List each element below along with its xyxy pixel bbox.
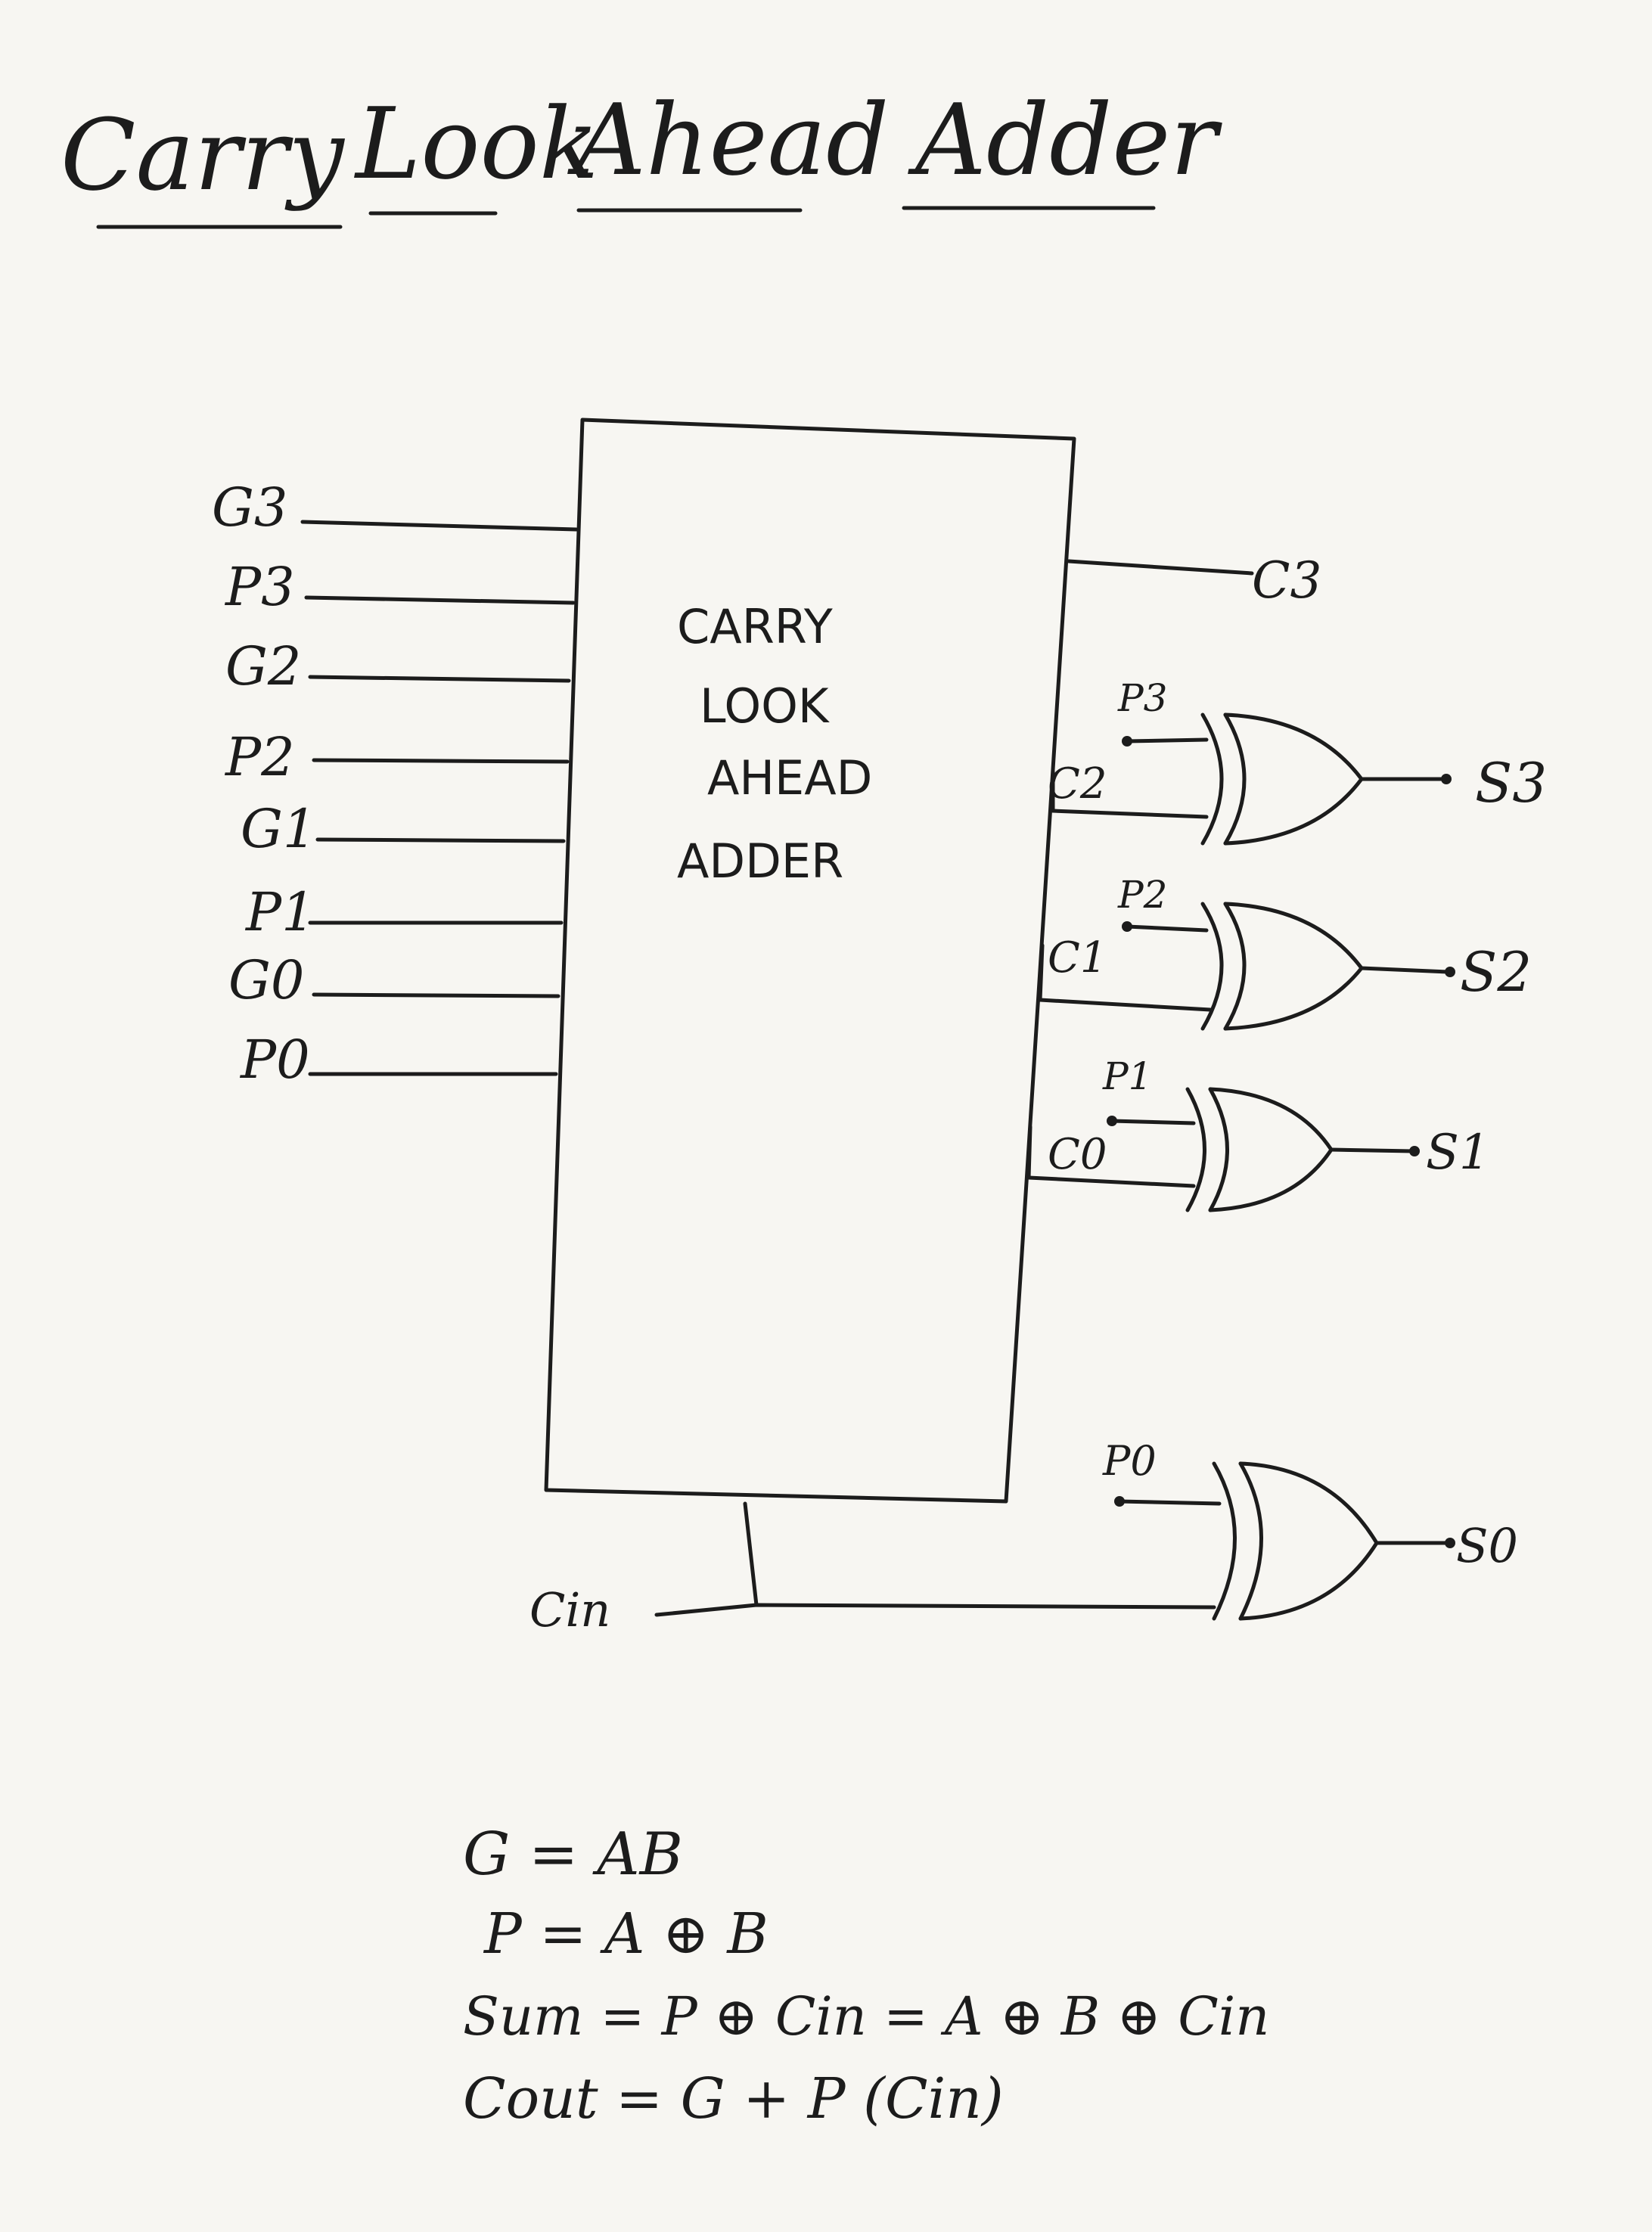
carry-look-ahead-block — [544, 418, 1076, 1504]
block-label: CARRY LOOK AHEAD ADDER — [677, 599, 872, 889]
input-g0: G0 — [228, 949, 560, 1011]
input-p3: P3 — [224, 556, 576, 618]
input-wire-p2 — [312, 758, 570, 764]
carry-out-label: C3 — [1252, 551, 1322, 610]
carry-in-label: Cin — [529, 1582, 610, 1638]
input-label-p1: P1 — [244, 881, 315, 943]
title-word-adder: Adder — [908, 82, 1222, 197]
xor-gate-s2: P2 C1 S2 — [1038, 873, 1532, 1031]
gate-s1-carry-label: C0 — [1048, 1130, 1107, 1179]
gate-s0-sum-label: S0 — [1456, 1518, 1518, 1573]
equation-sum: Sum = P ⊕ Cin = A ⊕ B ⊕ Cin — [463, 1985, 1269, 2047]
input-wire-p3 — [304, 595, 576, 605]
input-label-g3: G3 — [212, 477, 287, 539]
input-p2: P2 — [224, 726, 570, 788]
gate-s3-body-back — [1223, 712, 1247, 846]
gate-s2-carry-label: C1 — [1048, 933, 1107, 983]
carry-in: Cin — [529, 1501, 1216, 1638]
input-wire-g1 — [315, 837, 566, 843]
gate-s0-propagate-label: P0 — [1102, 1437, 1157, 1485]
gate-s3-carry-wire — [1051, 809, 1209, 819]
gate-s3-carry-label: C2 — [1048, 759, 1107, 809]
gate-s1-sum-label: S1 — [1426, 1125, 1490, 1181]
gate-s0-output-dot — [1445, 1538, 1455, 1548]
equation-g: G = AB — [463, 1821, 683, 1889]
input-label-g2: G2 — [225, 635, 301, 697]
gate-s2-body-back — [1223, 902, 1247, 1031]
input-lines: G3 P3 G2 P2 G1 P1 G0 P0 — [212, 477, 579, 1091]
gate-s1-output-dot — [1409, 1146, 1420, 1156]
input-wire-g2 — [308, 675, 571, 683]
title-word-ahead: Ahead — [567, 82, 889, 197]
gate-s3-propagate-label: P3 — [1117, 676, 1167, 720]
input-g3: G3 — [212, 477, 579, 539]
input-label-p2: P2 — [224, 726, 295, 788]
carry-out: C3 — [1067, 551, 1322, 610]
input-label-p0: P0 — [239, 1029, 310, 1091]
gate-s1-input-arc — [1185, 1087, 1206, 1212]
block-label-line-3: AHEAD — [707, 750, 872, 806]
block-label-line-4: ADDER — [677, 834, 843, 889]
gate-s2-sum-label: S2 — [1460, 940, 1532, 1004]
input-wire-g0 — [312, 992, 560, 998]
gate-s2-carry-wire — [1038, 998, 1213, 1012]
title-word-carry: Carry — [61, 98, 345, 213]
block-label-line-2: LOOK — [700, 678, 830, 734]
gate-s2-propagate-label: P2 — [1117, 873, 1167, 917]
equation-p: P = A ⊕ B — [483, 1901, 769, 1967]
input-wire-g3 — [300, 520, 579, 532]
gate-s1-propagate-label: P1 — [1102, 1054, 1152, 1098]
gate-s1-carry-wire — [1026, 1175, 1196, 1188]
input-label-g1: G1 — [241, 798, 316, 860]
carry-out-wire — [1067, 559, 1254, 576]
xor-gate-s3: P3 C2 S3 — [1048, 676, 1547, 846]
gate-s3-input-arc — [1200, 712, 1224, 846]
title: Carry Look Ahead Adder — [61, 82, 1222, 229]
gate-s3-propagate-wire — [1125, 737, 1209, 743]
xor-gate-s1: P1 C0 S1 — [1026, 1054, 1490, 1212]
input-label-g0: G0 — [228, 949, 304, 1011]
carry-in-wire — [654, 1603, 1216, 1617]
xor-gate-s0: P0 S0 — [1102, 1437, 1518, 1621]
input-p0: P0 — [239, 1029, 558, 1091]
gate-s2-output-dot — [1445, 967, 1455, 977]
gate-s2-propagate-wire — [1125, 924, 1209, 933]
gate-s3-output-dot — [1441, 774, 1452, 784]
gate-s2-output-wire — [1359, 966, 1451, 974]
gate-s3-sum-label: S3 — [1475, 751, 1547, 815]
equations: G = AB P = A ⊕ B Sum = P ⊕ Cin = A ⊕ B ⊕… — [463, 1821, 1269, 2131]
gate-s1-propagate-wire — [1110, 1119, 1196, 1125]
gate-s1-body-back — [1208, 1087, 1229, 1212]
gate-s2-input-arc — [1200, 902, 1224, 1031]
block-label-line-1: CARRY — [677, 599, 833, 654]
title-word-look: Look — [354, 86, 599, 201]
c1-tap — [1038, 943, 1045, 1002]
input-label-p3: P3 — [224, 556, 295, 618]
c0-tap — [1026, 1125, 1032, 1180]
input-g2: G2 — [225, 635, 571, 697]
equation-cout: Cout = G + P (Cin) — [463, 2066, 1004, 2131]
gate-s1-output-wire — [1329, 1147, 1415, 1153]
gate-s0-body-back — [1238, 1461, 1263, 1621]
input-g1: G1 — [241, 798, 566, 860]
gate-s0-input-arc — [1212, 1461, 1237, 1621]
input-p1: P1 — [244, 881, 564, 943]
gate-s0-propagate-wire — [1117, 1499, 1222, 1506]
carry-in-block-tap — [743, 1501, 759, 1607]
